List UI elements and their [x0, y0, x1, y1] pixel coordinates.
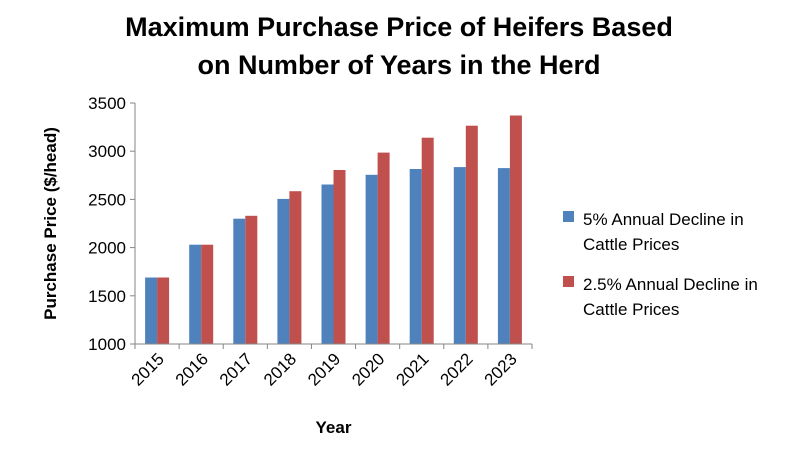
- x-tick-label: 2020: [348, 349, 388, 389]
- x-tick-label: 2017: [216, 349, 256, 389]
- bar-decline-5pct-2023: [497, 168, 510, 344]
- legend-label: Cattle Prices: [583, 235, 679, 254]
- bar-decline-5pct-2016: [189, 244, 202, 344]
- bar-decline-2-5pct-2018: [289, 191, 302, 344]
- bar-decline-5pct-2020: [365, 174, 378, 344]
- y-tick-label: 2000: [88, 239, 126, 258]
- y-tick-label: 3500: [88, 94, 126, 113]
- y-tick-label: 2500: [88, 190, 126, 209]
- x-axis-title: Year: [316, 418, 352, 437]
- x-tick-label: 2021: [392, 349, 432, 389]
- legend-swatch-decline-2-5pct: [563, 276, 574, 287]
- y-tick-label: 1000: [88, 335, 126, 354]
- legend-label: Cattle Prices: [583, 300, 679, 319]
- bar-decline-5pct-2015: [145, 277, 158, 344]
- x-tick-label: 2022: [436, 349, 476, 389]
- x-tick-label: 2023: [481, 349, 521, 389]
- bar-decline-5pct-2019: [321, 184, 334, 344]
- bar-decline-2-5pct-2020: [377, 152, 390, 344]
- legend-swatch-decline-5pct: [563, 211, 574, 222]
- bar-decline-2-5pct-2015: [157, 277, 170, 344]
- bar-decline-2-5pct-2017: [245, 215, 258, 344]
- bar-decline-2-5pct-2021: [421, 137, 434, 344]
- bar-decline-5pct-2017: [233, 218, 246, 344]
- legend-label: 2.5% Annual Decline in: [583, 275, 758, 294]
- y-tick-label: 3000: [88, 142, 126, 161]
- chart-title-line-2: on Number of Years in the Herd: [197, 50, 601, 80]
- chart-title: Maximum Purchase Price of Heifers Based …: [0, 8, 798, 84]
- bar-decline-2-5pct-2016: [201, 244, 214, 344]
- chart-title-line-1: Maximum Purchase Price of Heifers Based: [125, 12, 673, 42]
- plot-area: 1000 1500 2000 2500 3000 3500 2015 2016 2017 2018…: [41, 94, 533, 437]
- bar-decline-2-5pct-2023: [509, 115, 522, 344]
- x-tick-label: 2015: [128, 349, 168, 389]
- y-axis-title: Purchase Price ($/head): [41, 127, 60, 320]
- bar-decline-2-5pct-2022: [465, 125, 478, 344]
- bar-decline-5pct-2022: [453, 167, 466, 344]
- y-tick-label: 1500: [88, 287, 126, 306]
- bar-decline-2-5pct-2019: [333, 170, 346, 344]
- bar-decline-5pct-2021: [409, 169, 422, 344]
- legend: 5% Annual Decline in Cattle Prices 2.5% An…: [563, 210, 758, 319]
- legend-label: 5% Annual Decline in: [583, 210, 744, 229]
- x-tick-label: 2018: [260, 349, 300, 389]
- x-tick-label: 2016: [172, 349, 212, 389]
- x-tick-label: 2019: [304, 349, 344, 389]
- bar-decline-5pct-2018: [277, 198, 290, 344]
